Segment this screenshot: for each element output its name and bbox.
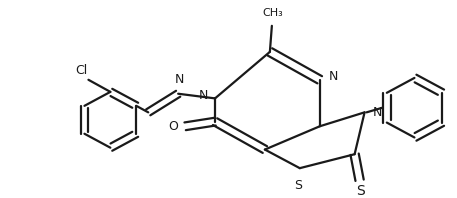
- Text: N: N: [175, 73, 184, 86]
- Text: N: N: [199, 89, 208, 102]
- Text: Cl: Cl: [75, 64, 88, 77]
- Text: CH₃: CH₃: [262, 8, 283, 18]
- Text: O: O: [168, 120, 178, 133]
- Text: N: N: [329, 70, 338, 84]
- Text: S: S: [356, 184, 365, 198]
- Text: S: S: [294, 179, 302, 192]
- Text: N: N: [372, 106, 382, 119]
